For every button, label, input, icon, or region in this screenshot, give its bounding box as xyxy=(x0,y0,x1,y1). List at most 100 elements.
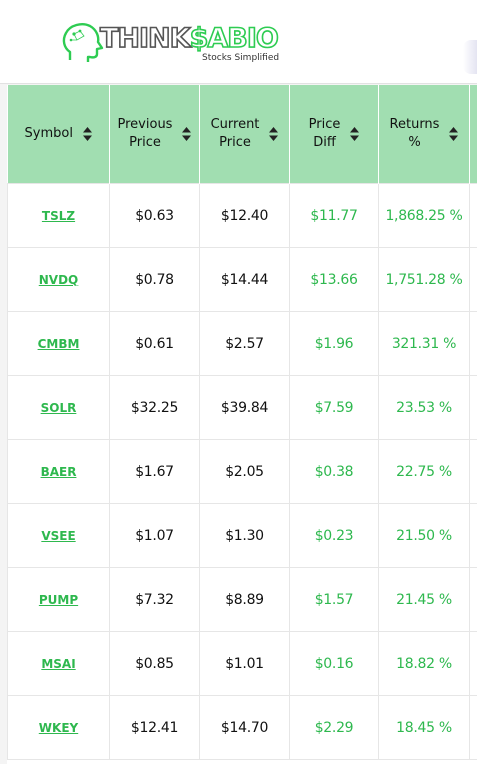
symbol-cell: VSEE xyxy=(7,503,110,568)
current-price-cell: $2.05 xyxy=(199,439,290,504)
column-header-overflow xyxy=(469,85,477,184)
current-price-cell: $1.01 xyxy=(199,631,290,696)
column-header-current-price[interactable]: Current Price xyxy=(199,85,290,184)
table-row: NVDQ $0.78 $14.44 $13.66 1,751.28 % xyxy=(7,247,477,312)
column-header-returns[interactable]: Returns% xyxy=(378,85,470,184)
overflow-cell xyxy=(469,631,477,696)
logo-think: THINK xyxy=(99,23,191,55)
previous-price-cell: $0.85 xyxy=(109,631,200,696)
symbol-link[interactable]: NVDQ xyxy=(38,272,79,287)
price-diff-cell: $0.38 xyxy=(289,439,379,504)
table-row: VSEE $1.07 $1.30 $0.23 21.50 % xyxy=(7,503,477,568)
table-row: PUMP $7.32 $8.89 $1.57 21.45 % xyxy=(7,567,477,632)
previous-price-cell: $1.07 xyxy=(109,503,200,568)
table-row: WKEY $12.41 $14.70 $2.29 18.45 % xyxy=(7,695,477,760)
symbol-link[interactable]: SOLR xyxy=(40,400,77,415)
overflow-cell xyxy=(469,695,477,760)
symbol-link[interactable]: TSLZ xyxy=(41,208,76,223)
current-price-cell: $14.70 xyxy=(199,695,290,760)
stock-returns-table-container[interactable]: Symbol Previous Price Current Price Price Diff… xyxy=(7,85,477,764)
symbol-link[interactable]: BAER xyxy=(40,464,77,479)
returns-cell: 23.53 % xyxy=(378,375,470,440)
price-diff-cell: $0.23 xyxy=(289,503,379,568)
returns-cell: 21.45 % xyxy=(378,567,470,632)
symbol-link[interactable]: CMBM xyxy=(37,336,80,351)
overflow-cell xyxy=(469,375,477,440)
sort-arrows-icon[interactable] xyxy=(182,127,192,141)
column-header-label: Price Diff xyxy=(308,117,341,150)
symbol-link[interactable]: WKEY xyxy=(38,720,79,735)
overflow-cell xyxy=(469,567,477,632)
symbol-cell: NVDQ xyxy=(7,247,110,312)
overflow-cell xyxy=(469,439,477,504)
table-row: MSAI $0.85 $1.01 $0.16 18.82 % xyxy=(7,631,477,696)
price-diff-cell: $2.29 xyxy=(289,695,379,760)
previous-price-cell: $7.32 xyxy=(109,567,200,632)
price-diff-cell: $1.57 xyxy=(289,567,379,632)
symbol-link[interactable]: MSAI xyxy=(41,656,76,671)
overflow-cell xyxy=(469,503,477,568)
symbol-cell: WKEY xyxy=(7,695,110,760)
current-price-cell: $12.40 xyxy=(199,183,290,248)
previous-price-cell: $1.67 xyxy=(109,439,200,504)
sort-arrows-icon[interactable] xyxy=(449,127,459,141)
symbol-cell: BAER xyxy=(7,439,110,504)
returns-cell: 1,751.28 % xyxy=(378,247,470,312)
table-row: TSLZ $0.63 $12.40 $11.77 1,868.25 % xyxy=(7,183,477,248)
symbol-cell: PUMP xyxy=(7,567,110,632)
table-row: CMBM $0.61 $2.57 $1.96 321.31 % xyxy=(7,311,477,376)
previous-price-cell: $0.78 xyxy=(109,247,200,312)
price-diff-cell: $7.59 xyxy=(289,375,379,440)
menu-edge xyxy=(463,40,477,74)
previous-price-cell: $0.63 xyxy=(109,183,200,248)
current-price-cell: $14.44 xyxy=(199,247,290,312)
column-header-previous-price[interactable]: Previous Price xyxy=(109,85,200,184)
sort-arrows-icon[interactable] xyxy=(350,127,360,141)
overflow-cell xyxy=(469,183,477,248)
logo-sabio: $ABIO xyxy=(189,23,280,55)
price-diff-cell: $13.66 xyxy=(289,247,379,312)
overflow-cell xyxy=(469,247,477,312)
returns-cell: 18.82 % xyxy=(378,631,470,696)
previous-price-cell: $0.61 xyxy=(109,311,200,376)
logo-tagline: Stocks Simplified xyxy=(202,53,280,63)
sort-arrows-icon[interactable] xyxy=(269,127,279,141)
symbol-link[interactable]: PUMP xyxy=(38,592,79,607)
table-row: BAER $1.67 $2.05 $0.38 22.75 % xyxy=(7,439,477,504)
returns-cell: 321.31 % xyxy=(378,311,470,376)
current-price-cell: $39.84 xyxy=(199,375,290,440)
previous-price-cell: $32.25 xyxy=(109,375,200,440)
column-header-price-diff[interactable]: Price Diff xyxy=(289,85,379,184)
column-header-label: Returns% xyxy=(389,117,440,150)
symbol-cell: SOLR xyxy=(7,375,110,440)
returns-cell: 22.75 % xyxy=(378,439,470,504)
current-price-cell: $1.30 xyxy=(199,503,290,568)
column-header-label: Current Price xyxy=(210,117,260,150)
sort-arrows-icon[interactable] xyxy=(82,127,92,141)
current-price-cell: $8.89 xyxy=(199,567,290,632)
overflow-cell xyxy=(469,311,477,376)
symbol-cell: MSAI xyxy=(7,631,110,696)
stock-returns-table: Symbol Previous Price Current Price Price Diff… xyxy=(7,85,477,760)
price-diff-cell: $11.77 xyxy=(289,183,379,248)
symbol-link[interactable]: VSEE xyxy=(41,528,76,543)
current-price-cell: $2.57 xyxy=(199,311,290,376)
returns-cell: 18.45 % xyxy=(378,695,470,760)
column-header-symbol[interactable]: Symbol xyxy=(7,85,110,184)
symbol-cell: CMBM xyxy=(7,311,110,376)
price-diff-cell: $1.96 xyxy=(289,311,379,376)
price-diff-cell: $0.16 xyxy=(289,631,379,696)
symbol-cell: TSLZ xyxy=(7,183,110,248)
returns-cell: 21.50 % xyxy=(378,503,470,568)
column-header-label: Symbol xyxy=(24,126,73,141)
logo-wordmark: THINK$ABIO xyxy=(99,23,280,55)
table-row: SOLR $32.25 $39.84 $7.59 23.53 % xyxy=(7,375,477,440)
site-header: THINK$ABIO Stocks Simplified xyxy=(0,0,477,84)
thinksabio-logo[interactable]: THINK$ABIO Stocks Simplified xyxy=(60,18,290,66)
table-body: TSLZ $0.63 $12.40 $11.77 1,868.25 % NVDQ $0.78… xyxy=(7,183,477,760)
returns-cell: 1,868.25 % xyxy=(378,183,470,248)
head-silhouette-icon xyxy=(62,23,104,62)
column-header-label: Previous Price xyxy=(117,117,173,150)
table-header-row: Symbol Previous Price Current Price Price Diff… xyxy=(7,85,477,184)
previous-price-cell: $12.41 xyxy=(109,695,200,760)
